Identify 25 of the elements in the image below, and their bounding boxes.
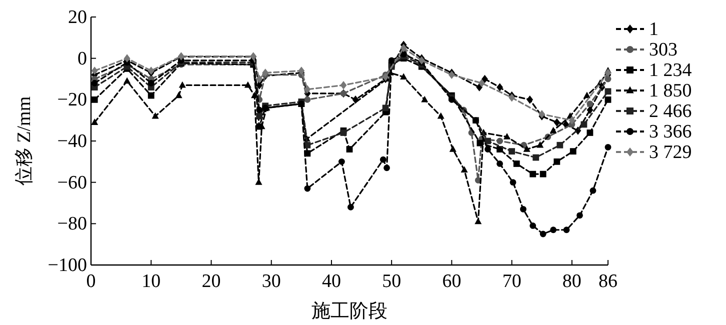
legend-label: 303: [649, 40, 678, 60]
x-tick-label: 60: [442, 271, 462, 292]
y-tick-label: −80: [57, 214, 87, 235]
legend-label: 2 466: [649, 101, 692, 122]
x-tick-label: 70: [502, 271, 522, 292]
y-tick-label: −100: [48, 255, 87, 276]
x-tick-label: 80: [562, 271, 582, 292]
y-tick-label: −20: [57, 90, 87, 111]
x-tick-label: 40: [322, 271, 341, 292]
y-tick-label: 20: [68, 7, 87, 28]
y-axis-title: 位移 Z/mm: [14, 96, 35, 186]
x-tick-label: 50: [382, 271, 402, 292]
legend-label: 3 729: [649, 142, 692, 163]
x-tick-label: 86: [598, 271, 618, 292]
legend-label: 3 366: [649, 122, 692, 142]
y-tick-label: −40: [57, 131, 87, 152]
legend-label: 1: [649, 19, 658, 40]
x-tick-label: 10: [142, 271, 161, 292]
y-tick-label: −60: [57, 172, 87, 194]
y-tick-label: 0: [78, 48, 87, 70]
legend-label: 1 234: [649, 60, 692, 81]
legend-label: 1 850: [649, 80, 692, 102]
x-tick-label: 30: [262, 271, 281, 292]
x-tick-label: 20: [202, 271, 221, 292]
x-axis-title: 施工阶段: [312, 301, 388, 322]
